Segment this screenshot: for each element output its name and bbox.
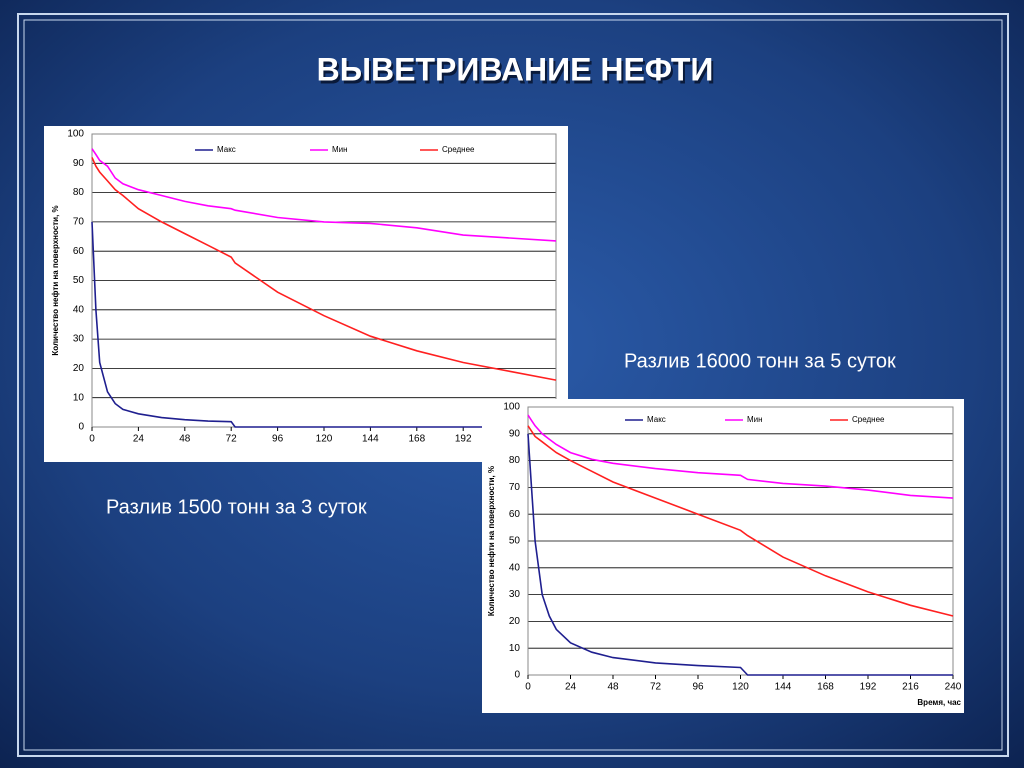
y-tick-label: 70 <box>509 482 521 493</box>
legend-label: Среднее <box>852 415 885 424</box>
x-tick-label: 120 <box>732 682 749 693</box>
y-tick-label: 100 <box>67 129 84 140</box>
x-tick-label: 24 <box>565 682 577 693</box>
x-tick-label: 48 <box>179 434 191 445</box>
x-tick-label: 0 <box>89 434 95 445</box>
y-tick-label: 90 <box>73 158 85 169</box>
title: ВЫВЕТРИВАНИЕ НЕФТИ <box>317 51 714 87</box>
data-line <box>91 221 556 428</box>
y-tick-label: 100 <box>503 402 520 413</box>
y-tick-label: 60 <box>73 246 85 257</box>
x-tick-label: 96 <box>272 434 284 445</box>
y-tick-label: 30 <box>73 334 85 345</box>
caption: Разлив 1500 тонн за 3 суток <box>106 496 367 518</box>
x-axis-label: Время, час <box>917 698 961 707</box>
y-tick-label: 70 <box>73 217 85 228</box>
x-tick-label: 96 <box>692 682 704 693</box>
data-line <box>527 433 953 676</box>
y-tick-label: 20 <box>73 363 85 374</box>
y-tick-label: 90 <box>509 428 521 439</box>
caption: Разлив 16000 тонн за 5 суток <box>624 350 896 372</box>
x-tick-label: 168 <box>817 682 834 693</box>
y-tick-label: 50 <box>73 275 85 286</box>
y-tick-label: 40 <box>509 562 521 573</box>
y-tick-label: 50 <box>509 536 521 547</box>
x-tick-label: 216 <box>902 682 919 693</box>
legend-label: Мин <box>332 145 348 154</box>
x-tick-label: 192 <box>455 434 472 445</box>
y-tick-label: 30 <box>509 589 521 600</box>
y-tick-label: 10 <box>73 392 85 403</box>
legend-label: Макс <box>647 415 666 424</box>
chart-box <box>44 126 568 462</box>
y-tick-label: 40 <box>73 304 85 315</box>
y-axis-label: Количество нефти на поверхности, % <box>51 205 60 355</box>
y-tick-label: 0 <box>78 422 84 433</box>
data-line <box>527 425 954 617</box>
frame-inner <box>23 19 1003 751</box>
y-tick-label: 10 <box>509 643 521 654</box>
y-tick-label: 80 <box>509 455 521 466</box>
chart: 0 10 20 30 40 50 60 70 80 90 100 0 24 48 72 96 120 144 168… <box>44 126 568 462</box>
frame <box>17 13 1009 757</box>
y-tick-label: 60 <box>509 509 521 520</box>
data-line <box>91 157 557 381</box>
y-axis-label: Количество нефти на поверхности, % <box>487 466 496 616</box>
y-tick-label: 20 <box>509 616 521 627</box>
x-tick-label: 0 <box>525 682 531 693</box>
y-tick-label: 0 <box>514 670 520 681</box>
data-line <box>91 148 557 242</box>
x-tick-label: 168 <box>408 434 425 445</box>
title-shadow: ВЫВЕТРИВАНИЕ НЕФТИ <box>319 54 716 90</box>
chart-box <box>482 399 964 713</box>
x-tick-label: 48 <box>607 682 619 693</box>
y-tick-label: 80 <box>73 187 85 198</box>
legend-label: Среднее <box>442 145 475 154</box>
legend-label: Мин <box>747 415 763 424</box>
x-tick-label: 72 <box>226 434 238 445</box>
data-line <box>527 414 954 499</box>
x-tick-label: 144 <box>362 434 379 445</box>
x-tick-label: 72 <box>650 682 662 693</box>
x-tick-label: 240 <box>945 682 962 693</box>
legend-label: Макс <box>217 145 236 154</box>
chart: 0 10 20 30 40 50 60 70 80 90 100 0 24 48 72 96 120 144 168… <box>482 399 964 713</box>
x-tick-label: 192 <box>860 682 877 693</box>
x-tick-label: 144 <box>775 682 792 693</box>
x-tick-label: 120 <box>316 434 333 445</box>
x-tick-label: 24 <box>133 434 145 445</box>
